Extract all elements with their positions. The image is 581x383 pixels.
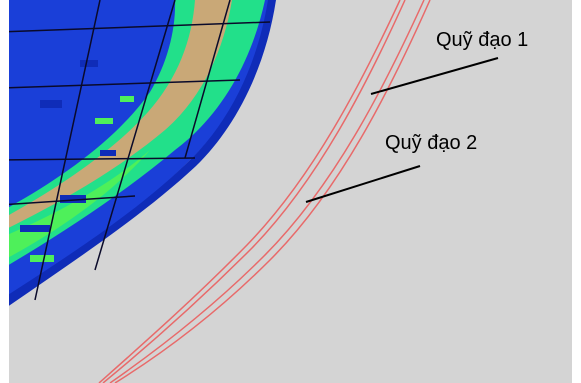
leader-lines: [305, 57, 499, 203]
surface-tan-band: [9, 0, 232, 228]
leader-line-1: [370, 57, 499, 95]
mesh-line: [9, 157, 196, 161]
trajectory-1-label: Quỹ đạo 1: [436, 29, 529, 51]
mesh-line: [9, 195, 136, 206]
mesh-line: [9, 21, 271, 33]
mesh-line: [34, 0, 101, 301]
mesh-lines: [9, 0, 271, 301]
surface-patches: [20, 60, 116, 232]
trajectory-curves: [98, 0, 431, 383]
surface-light-patches: [30, 96, 134, 262]
mesh-line: [184, 0, 231, 159]
trajectory-2-outer: [102, 0, 406, 383]
contour-surface: [9, 0, 276, 306]
trajectory-2-label: Quỹ đạo 2: [385, 132, 478, 154]
trajectory-2-inner: [98, 0, 401, 383]
leader-line-2: [305, 165, 421, 203]
mesh-line: [94, 0, 176, 271]
trajectory-1-outer: [114, 0, 431, 383]
trajectory-1-inner: [109, 0, 425, 383]
mesh-line: [9, 79, 241, 89]
